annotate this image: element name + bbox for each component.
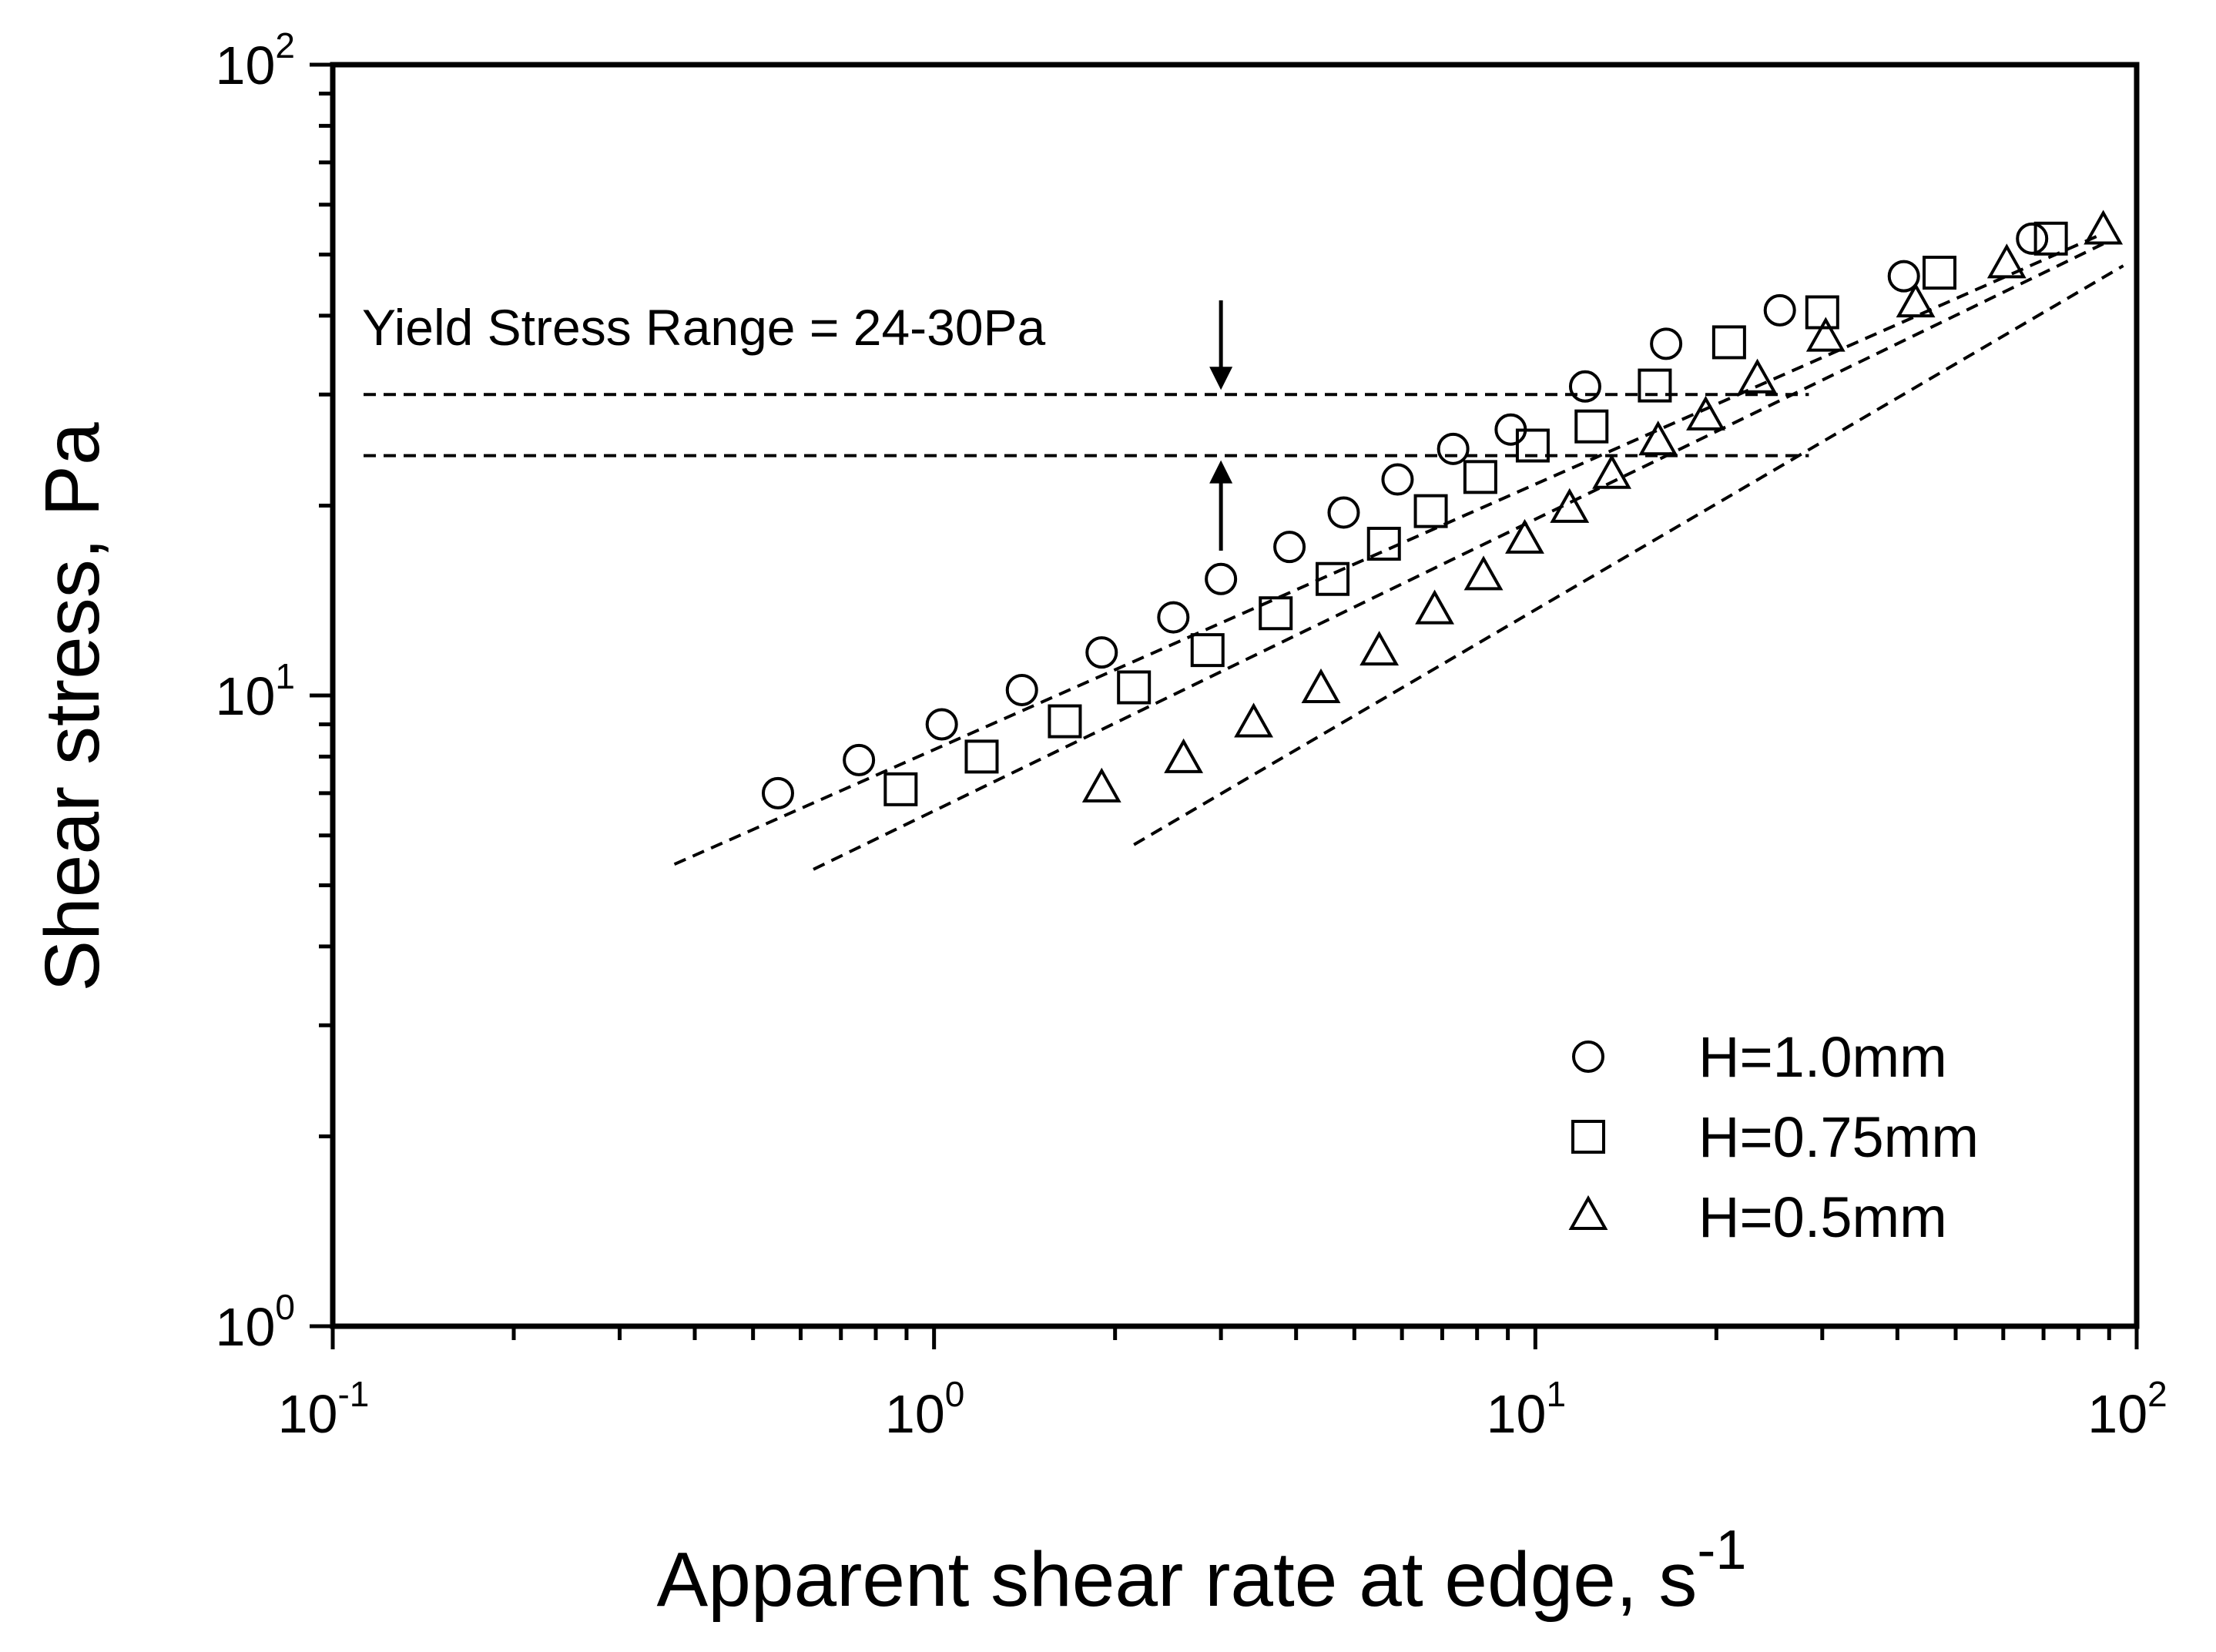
data-point-circle xyxy=(1327,496,1360,529)
x-tick-base: 10 xyxy=(2087,1384,2147,1444)
data-point-triangle xyxy=(1164,738,1204,773)
x-axis-title-text: Apparent shear rate at edge, s xyxy=(657,1536,1698,1623)
x-tick-label: 101 xyxy=(1487,1374,1566,1444)
x-tick-label: 10-1 xyxy=(278,1374,370,1444)
y-tick-exponent: 1 xyxy=(275,656,295,696)
x-tick-base: 10 xyxy=(1487,1384,1547,1444)
data-point-triangle xyxy=(1638,421,1678,456)
y-tick-base: 10 xyxy=(216,666,276,726)
legend-label: H=0.75mm xyxy=(1698,1105,1979,1169)
data-point-square xyxy=(1574,409,1609,444)
x-tick-exponent: 2 xyxy=(2147,1374,2167,1414)
yield-stress-annotation: Yield Stress Range = 24-30Pa xyxy=(362,299,1809,551)
data-point-triangle xyxy=(2084,209,2124,245)
data-point-triangle xyxy=(1986,243,2027,279)
x-tick-base: 10 xyxy=(885,1384,945,1444)
series-triangle xyxy=(1081,209,2124,846)
x-tick-label: 102 xyxy=(2087,1374,2167,1444)
data-point-circle xyxy=(1273,531,1306,564)
data-point-triangle xyxy=(1896,283,1936,318)
data-point-circle xyxy=(761,776,794,809)
data-point-circle xyxy=(1157,601,1190,634)
data-point-circle xyxy=(1763,293,1796,327)
y-tick-base: 10 xyxy=(216,1297,276,1357)
series-circle xyxy=(673,222,2104,866)
data-point-square xyxy=(1190,633,1225,668)
data-point-triangle xyxy=(1550,488,1590,523)
data-point-triangle xyxy=(1805,317,1846,352)
y-tick-label: 102 xyxy=(216,25,295,96)
y-tick-label: 101 xyxy=(216,656,295,726)
data-point-triangle xyxy=(1081,767,1121,803)
data-point-square xyxy=(1316,561,1350,596)
data-point-square xyxy=(1366,526,1401,561)
yield-stress-label: Yield Stress Range = 24-30Pa xyxy=(362,299,1046,356)
legend-marker-square xyxy=(1571,1120,1605,1154)
data-point-triangle xyxy=(1592,454,1631,489)
data-point-circle xyxy=(1005,673,1038,706)
data-point-triangle xyxy=(1301,668,1341,703)
data-point-square xyxy=(964,739,999,774)
x-tick-base: 10 xyxy=(278,1384,338,1444)
data-point-triangle xyxy=(1686,395,1725,431)
plot-area xyxy=(673,209,2124,871)
x-tick-label: 100 xyxy=(885,1374,964,1444)
data-point-circle xyxy=(843,743,876,776)
data-point-square xyxy=(1117,670,1152,705)
data-point-square xyxy=(1259,596,1293,631)
data-point-square xyxy=(1711,325,1746,360)
data-point-triangle xyxy=(1505,518,1544,554)
data-point-circle xyxy=(1650,327,1683,360)
data-point-triangle xyxy=(1463,555,1504,591)
x-axis-title: Apparent shear rate at edge, s-1 xyxy=(657,1520,1747,1623)
data-point-circle xyxy=(925,708,958,741)
data-point-circle xyxy=(2016,222,2049,255)
data-point-triangle xyxy=(1234,702,1273,738)
legend: H=1.0mm H=0.75mm H=0.5mm xyxy=(1568,1025,1979,1249)
y-tick-exponent: 0 xyxy=(275,1287,295,1327)
data-point-circle xyxy=(1437,432,1470,465)
data-point-triangle xyxy=(1359,631,1400,666)
legend-label: H=0.5mm xyxy=(1698,1185,1947,1249)
arrow-down-icon xyxy=(1209,367,1233,390)
data-point-square xyxy=(2033,221,2068,256)
y-tick-label: 100 xyxy=(216,1287,295,1357)
arrow-up-icon xyxy=(1209,460,1233,484)
fit-line xyxy=(1133,264,2124,846)
series-square xyxy=(813,221,2104,871)
legend-marker-circle xyxy=(1572,1040,1604,1073)
data-point-triangle xyxy=(1738,358,1777,394)
x-tick-exponent: 1 xyxy=(1546,1374,1566,1414)
data-point-square xyxy=(883,772,918,806)
legend-marker-triangle xyxy=(1568,1195,1608,1230)
data-point-square xyxy=(1048,704,1082,739)
data-point-circle xyxy=(1887,260,1920,293)
y-axis-title: Shear stress, Pa xyxy=(29,422,116,992)
data-point-square xyxy=(1413,494,1448,528)
data-point-square xyxy=(1638,368,1672,403)
data-point-circle xyxy=(1085,636,1118,669)
data-point-circle xyxy=(1568,370,1601,403)
y-tick-base: 10 xyxy=(216,35,276,96)
x-axis-title-superscript: -1 xyxy=(1697,1520,1746,1581)
y-tick-exponent: 2 xyxy=(275,25,295,65)
x-tick-exponent: 0 xyxy=(945,1374,965,1414)
data-point-square xyxy=(1463,460,1497,494)
data-point-square xyxy=(1515,428,1550,463)
data-point-circle xyxy=(1381,463,1414,496)
data-point-square xyxy=(1923,256,1957,290)
data-point-triangle xyxy=(1415,589,1455,625)
data-point-circle xyxy=(1205,562,1238,595)
legend-label: H=1.0mm xyxy=(1698,1025,1947,1089)
x-tick-exponent: -1 xyxy=(337,1374,369,1414)
